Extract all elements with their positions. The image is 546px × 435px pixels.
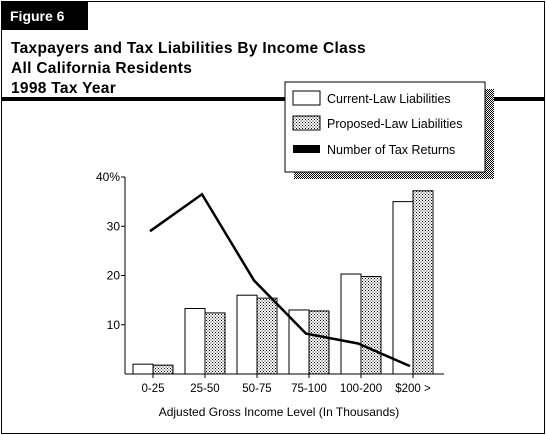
- bar-current-law: [392, 201, 414, 375]
- bar-current-law: [236, 294, 258, 375]
- x-tick-label: 100-200: [340, 383, 382, 395]
- legend-swatch-proposed: [292, 115, 321, 131]
- y-tick-label: 40%: [96, 170, 120, 184]
- legend-label-current: Current-Law Liabilities: [327, 92, 451, 106]
- x-tick-label: $200 >: [395, 383, 431, 395]
- x-tick-label: 50-75: [242, 383, 271, 395]
- bar-proposed-law: [152, 364, 174, 375]
- x-tick-label: 0-25: [141, 383, 164, 395]
- chart-title-line-3: 1998 Tax Year: [11, 80, 117, 97]
- axis-labels: 10 20 30 40% 0-25 25-50 50-75 75-100 100-200 $200…: [96, 170, 431, 419]
- bar-proposed-law: [204, 312, 226, 375]
- figure-label: Figure 6: [2, 2, 88, 30]
- bar-proposed-law: [412, 190, 434, 375]
- legend-swatch-returns: [293, 145, 320, 153]
- axes: [121, 176, 444, 378]
- bar-current-law: [184, 307, 206, 375]
- bar-proposed-law: [360, 275, 382, 375]
- x-tick-label: 75-100: [291, 383, 327, 395]
- chart-title-line-2: All California Residents: [11, 60, 193, 77]
- bar-current-law: [132, 363, 154, 375]
- x-tick-label: 25-50: [190, 383, 219, 395]
- y-tick-label: 20: [107, 269, 121, 283]
- title-divider: [2, 97, 544, 101]
- x-axis-title: Adjusted Gross Income Level (In Thousand…: [159, 405, 400, 419]
- y-tick-label: 30: [107, 219, 121, 233]
- legend-swatch-current: [292, 90, 321, 106]
- bar-current-law: [340, 273, 362, 375]
- bar-proposed-law: [308, 310, 330, 375]
- bars: [132, 190, 434, 375]
- series-line-number-of-tax-returns: [149, 192, 411, 368]
- y-tick-label: 10: [107, 318, 121, 332]
- chart-title-line-1: Taxpayers and Tax Liabilities By Income …: [11, 40, 366, 57]
- legend-label-proposed: Proposed-Law Liabilities: [327, 117, 463, 131]
- bar-proposed-law: [256, 297, 278, 375]
- legend-label-returns: Number of Tax Returns: [327, 143, 455, 157]
- legend: Current-Law Liabilities Proposed-Law Lia…: [284, 81, 494, 179]
- returns-line: [149, 192, 411, 368]
